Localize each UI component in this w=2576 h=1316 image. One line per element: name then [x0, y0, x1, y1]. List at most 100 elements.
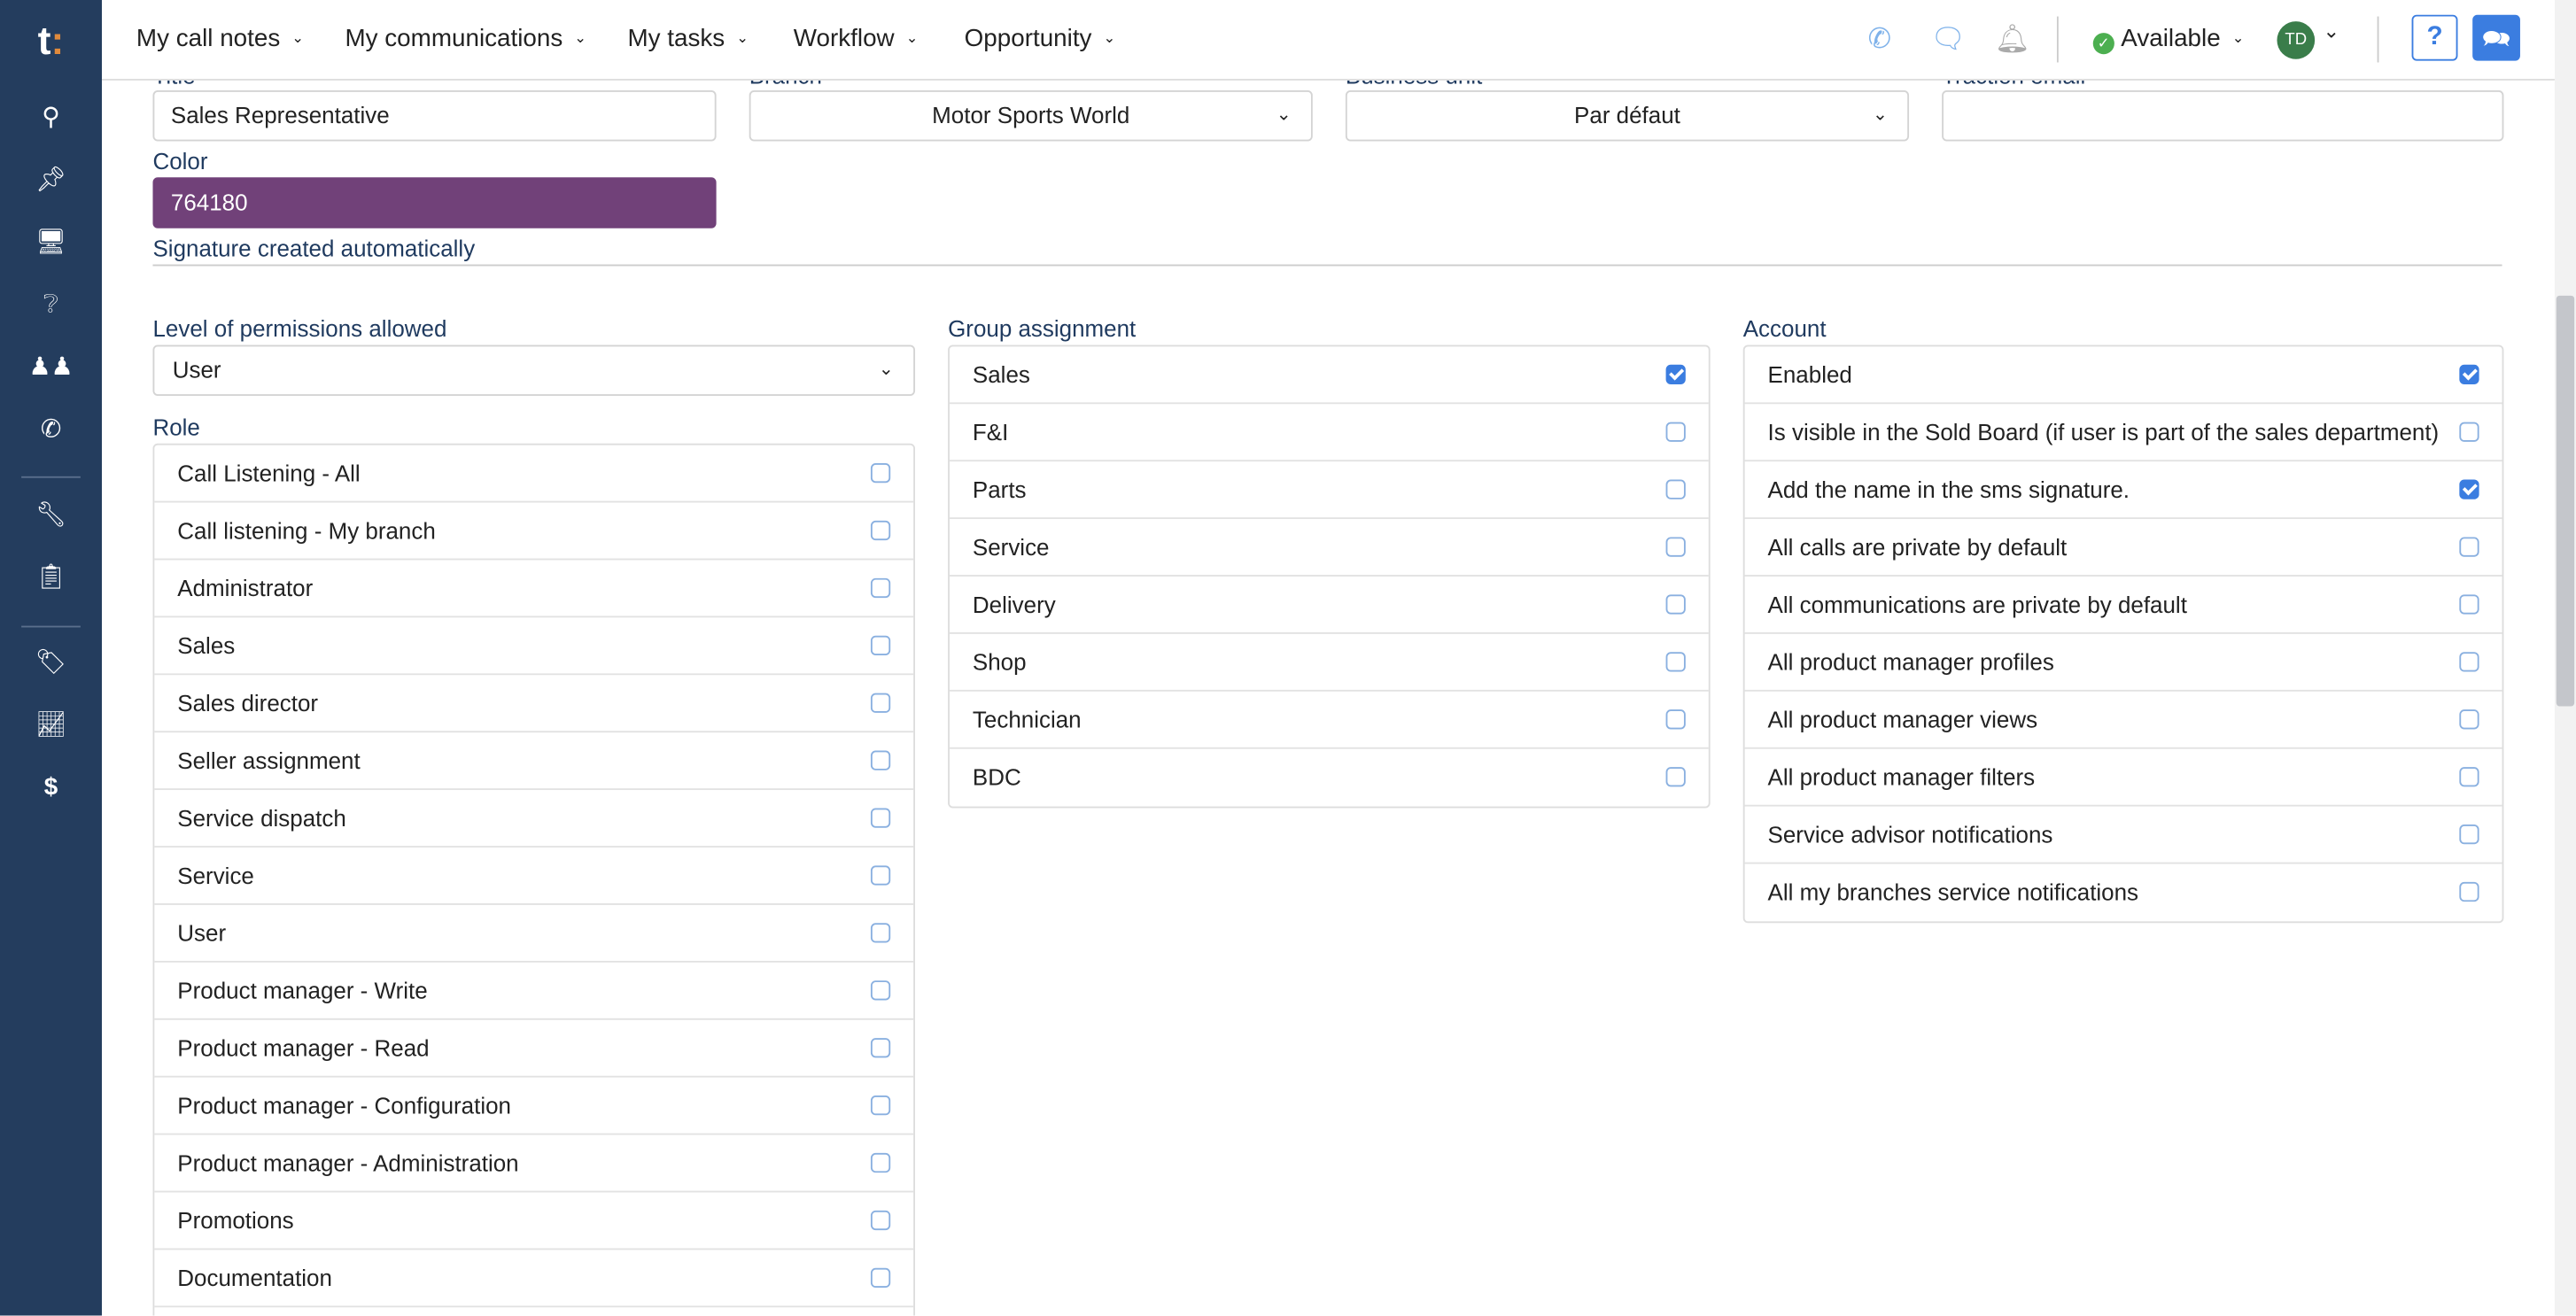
- checkbox[interactable]: [1665, 709, 1686, 730]
- permissions-select[interactable]: User ⌄: [152, 344, 916, 396]
- avatar[interactable]: TD: [2277, 21, 2316, 59]
- checkbox[interactable]: [2459, 594, 2479, 615]
- list-item[interactable]: Is visible in the Sold Board (if user is…: [1744, 404, 2502, 462]
- help-button[interactable]: ?: [2411, 14, 2458, 61]
- list-item[interactable]: Service: [949, 519, 1709, 577]
- nav-my-tasks[interactable]: My tasks ⌄: [627, 25, 749, 53]
- list-item[interactable]: Service: [154, 848, 914, 905]
- list-item[interactable]: All communications are private by defaul…: [1744, 577, 2502, 634]
- checkbox[interactable]: [2459, 537, 2479, 557]
- color-input[interactable]: 764180: [152, 177, 717, 228]
- list-item[interactable]: Sales: [154, 617, 914, 676]
- business-unit-select[interactable]: Par défaut ⌄: [1345, 90, 1910, 142]
- checkbox[interactable]: [870, 1095, 891, 1116]
- list-item[interactable]: Call listening - My branch: [154, 503, 914, 561]
- checkbox[interactable]: [870, 577, 891, 599]
- checkbox[interactable]: [870, 635, 891, 655]
- checkbox[interactable]: [870, 923, 891, 943]
- traction-email-input[interactable]: [1942, 90, 2504, 142]
- list-item[interactable]: Enabled: [1744, 346, 2502, 405]
- nav-my-call-notes[interactable]: My call notes ⌄: [136, 25, 304, 53]
- checkbox[interactable]: [1665, 364, 1686, 384]
- search-icon[interactable]: ⚲: [42, 103, 60, 132]
- users-icon[interactable]: ♟♟: [28, 352, 74, 382]
- checkbox[interactable]: [870, 1038, 891, 1058]
- list-item[interactable]: Call Listening - All: [154, 445, 914, 503]
- checkbox[interactable]: [870, 808, 891, 828]
- checkbox[interactable]: [870, 865, 891, 886]
- title-input[interactable]: Sales Representative: [152, 90, 717, 142]
- list-item[interactable]: Service dispatch: [154, 790, 914, 848]
- dollar-icon[interactable]: $: [43, 773, 58, 802]
- list-item[interactable]: All product manager views: [1744, 692, 2502, 749]
- list-item[interactable]: F&I: [949, 404, 1709, 462]
- messages-button[interactable]: 🗪︎: [2472, 14, 2520, 61]
- checkbox[interactable]: [1665, 652, 1686, 672]
- checkbox[interactable]: [1665, 479, 1686, 499]
- checkbox[interactable]: [870, 1210, 891, 1231]
- checkbox[interactable]: [870, 980, 891, 1001]
- list-item[interactable]: All product manager filters: [1744, 749, 2502, 807]
- chevron-down-icon[interactable]: ⌄: [2323, 19, 2340, 43]
- status-dropdown[interactable]: ✓ Available ⌄: [2092, 25, 2245, 55]
- list-item[interactable]: Sales director: [154, 675, 914, 733]
- list-item[interactable]: All my branches service notifications: [1745, 864, 2502, 922]
- list-item[interactable]: Product manager - Configuration: [154, 1078, 914, 1135]
- scrollbar-thumb[interactable]: [2556, 295, 2575, 707]
- help-icon[interactable]: ❔︎: [43, 290, 58, 319]
- list-item[interactable]: Product manager - Administration: [154, 1135, 914, 1193]
- checkbox[interactable]: [1665, 767, 1686, 787]
- list-item[interactable]: Sales: [949, 346, 1709, 405]
- list-item[interactable]: Delivery: [949, 577, 1709, 634]
- list-item[interactable]: BDC: [950, 749, 1709, 807]
- bell-icon[interactable]: 🔔︎: [1994, 22, 2030, 55]
- nav-workflow[interactable]: Workflow ⌄: [794, 25, 919, 53]
- checkbox[interactable]: [870, 693, 891, 713]
- phone-icon[interactable]: ✆: [40, 415, 62, 444]
- checkbox[interactable]: [2459, 709, 2479, 730]
- nav-opportunity[interactable]: Opportunity ⌄: [965, 25, 1116, 53]
- pin-icon[interactable]: 📌︎: [35, 166, 67, 194]
- list-item[interactable]: Product manager - Write: [154, 963, 914, 1020]
- list-item[interactable]: Shop: [949, 634, 1709, 692]
- checkbox[interactable]: [870, 462, 891, 484]
- list-item[interactable]: Documentation: [154, 1250, 914, 1308]
- chart-line-icon[interactable]: 📈︎: [35, 711, 67, 739]
- checkbox[interactable]: [870, 1152, 891, 1173]
- list-item[interactable]: Service advisor notifications: [1744, 807, 2502, 864]
- checkbox[interactable]: [1665, 422, 1686, 442]
- chat-bubble-icon[interactable]: 🗨︎: [1930, 22, 1967, 55]
- clipboard-list-icon[interactable]: 📋︎: [35, 563, 67, 592]
- list-item[interactable]: Technician: [949, 692, 1709, 749]
- tag-icon[interactable]: 🏷︎: [35, 648, 67, 677]
- list-item[interactable]: User: [154, 905, 914, 963]
- checkbox[interactable]: [2459, 479, 2479, 499]
- checkbox[interactable]: [1665, 537, 1686, 557]
- monitor-icon[interactable]: 🖥︎: [35, 228, 67, 257]
- checkbox[interactable]: [2459, 881, 2479, 902]
- nav-my-communications[interactable]: My communications ⌄: [345, 25, 586, 53]
- list-item[interactable]: All calls are private by default: [1744, 519, 2502, 577]
- list-item[interactable]: Add the name in the sms signature.: [1744, 461, 2502, 520]
- checkbox[interactable]: [2459, 364, 2479, 384]
- branch-select[interactable]: Motor Sports World ⌄: [749, 90, 1313, 142]
- app-logo[interactable]: t:: [37, 19, 65, 65]
- checkbox[interactable]: [2459, 652, 2479, 672]
- list-item[interactable]: Promotions: [154, 1192, 914, 1250]
- checkbox[interactable]: [2459, 824, 2479, 845]
- phone-icon[interactable]: ✆: [1867, 22, 1892, 55]
- list-item[interactable]: Seller assignment: [154, 732, 914, 791]
- list-item[interactable]: Administrator: [154, 560, 914, 618]
- checkbox[interactable]: [870, 520, 891, 541]
- list-item[interactable]: Product manager - Read: [154, 1020, 914, 1078]
- list-item[interactable]: All product manager profiles: [1744, 634, 2502, 692]
- checkbox[interactable]: [2459, 767, 2479, 787]
- wrench-icon[interactable]: 🔧︎: [35, 500, 67, 530]
- checkbox[interactable]: [870, 1267, 891, 1289]
- scrollbar[interactable]: [2554, 0, 2576, 1316]
- checkbox[interactable]: [2459, 422, 2479, 442]
- checkbox[interactable]: [870, 750, 891, 770]
- checkbox[interactable]: [1665, 594, 1686, 615]
- list-item[interactable]: [154, 1307, 913, 1315]
- list-item[interactable]: Parts: [949, 461, 1709, 520]
